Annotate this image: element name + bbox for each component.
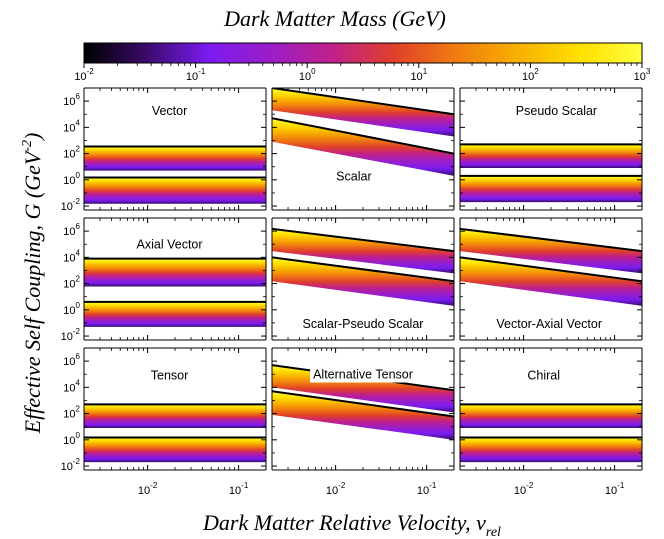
coupling-band xyxy=(272,118,454,176)
colorbar-tick-label: 101 xyxy=(410,67,427,83)
y-tick-label: 100 xyxy=(63,431,80,447)
panel-pseudo-scalar: Pseudo Scalar xyxy=(459,87,643,211)
coupling-band xyxy=(460,437,642,463)
panel-tensor: 10-2 100 102 104 106 10-2 10-1 Tensor xyxy=(61,347,267,497)
colorbar-tick-label: 10-2 xyxy=(74,67,94,83)
x-tick-label: 10-1 xyxy=(229,481,249,497)
colorbar-tick-label: 100 xyxy=(299,67,316,83)
coupling-band-edge xyxy=(272,390,454,418)
panel-label: Vector-Axial Vector xyxy=(496,317,602,331)
coupling-band xyxy=(460,257,642,306)
y-tick-label: 106 xyxy=(63,92,80,108)
colorbar: 10-2 10-1 100 101 102 103 xyxy=(74,42,651,83)
y-tick-label: 100 xyxy=(63,171,80,187)
panel-label: Scalar-Pseudo Scalar xyxy=(303,317,424,331)
y-tick-label: 100 xyxy=(63,301,80,317)
coupling-band-edge xyxy=(272,88,454,116)
x-tick-label: 10-2 xyxy=(138,481,158,497)
panel-label: Alternative Tensor xyxy=(313,368,413,382)
panel-vector-axial-vector: Vector-Axial Vector xyxy=(459,217,643,341)
coupling-band xyxy=(272,88,454,137)
panel-label: Scalar xyxy=(336,170,371,184)
x-tick-label: 10-1 xyxy=(417,481,437,497)
coupling-band xyxy=(84,146,266,171)
y-tick-label: 104 xyxy=(63,118,80,134)
coupling-band xyxy=(272,228,454,274)
coupling-band xyxy=(84,301,266,327)
x-axis-label: Dark Matter Relative Velocity, vrel xyxy=(202,510,501,539)
coupling-band xyxy=(460,144,642,168)
colorbar-label: Dark Matter Mass (GeV) xyxy=(223,6,446,31)
coupling-band-edge xyxy=(460,256,642,283)
colorbar-tick-label: 102 xyxy=(522,67,539,83)
y-tick-label: 10-2 xyxy=(61,197,81,213)
coupling-band xyxy=(460,404,642,428)
panel-scalar: Scalar xyxy=(271,87,455,211)
coupling-band-edge xyxy=(272,117,454,155)
coupling-band xyxy=(460,228,642,274)
panel-vector: 10-2 100 102 104 106 Vector xyxy=(61,87,267,213)
y-tick-label: 104 xyxy=(63,378,80,394)
x-tick-label: 10-2 xyxy=(326,481,346,497)
colorbar-scale xyxy=(83,42,643,64)
panel-label: Chiral xyxy=(527,369,560,383)
coupling-band xyxy=(84,437,266,463)
coupling-band xyxy=(84,177,266,204)
panel-label-backdrop xyxy=(310,366,416,383)
panel-grid: 10-2 100 102 104 106 Vector Scalar Pseudo Scala… xyxy=(61,87,643,497)
y-tick-label: 102 xyxy=(63,405,80,421)
colorbar-tick-label: 103 xyxy=(634,67,651,83)
y-axis-label: Effective Self Coupling, G (GeV-2) xyxy=(20,133,45,435)
x-tick-label: 10-2 xyxy=(514,481,534,497)
panel-label: Pseudo Scalar xyxy=(516,104,597,118)
y-tick-label: 106 xyxy=(63,222,80,238)
y-tick-label: 10-2 xyxy=(61,327,81,343)
coupling-band xyxy=(84,404,266,428)
panel-alternative-tensor: 10-2 10-1 Alternative Tensor xyxy=(271,347,455,497)
panel-axial-vector: 10-2 100 102 104 106 Axial Vector xyxy=(61,217,267,343)
colorbar-ticks: 10-2 10-1 100 101 102 103 xyxy=(74,63,651,83)
y-tick-label: 10-2 xyxy=(61,457,81,473)
colorbar-tick-label: 10-1 xyxy=(186,67,206,83)
panel-scalar-pseudo-scalar: Scalar-Pseudo Scalar xyxy=(271,217,455,341)
panel-label: Vector xyxy=(152,104,187,118)
y-tick-label: 106 xyxy=(63,352,80,368)
panel-chiral: 10-2 10-1 Chiral xyxy=(459,347,643,497)
y-tick-label: 102 xyxy=(63,275,80,291)
y-tick-label: 104 xyxy=(63,248,80,264)
y-tick-label: 102 xyxy=(63,145,80,161)
coupling-band xyxy=(272,257,454,306)
coupling-band xyxy=(460,175,642,203)
coupling-band-edge xyxy=(272,256,454,283)
coupling-band-edge xyxy=(460,227,642,253)
panel-label: Axial Vector xyxy=(137,238,203,252)
coupling-band xyxy=(84,258,266,287)
x-tick-label: 10-1 xyxy=(605,481,625,497)
panel-label: Tensor xyxy=(151,369,189,383)
coupling-band-edge xyxy=(272,227,454,253)
coupling-band xyxy=(272,391,454,440)
